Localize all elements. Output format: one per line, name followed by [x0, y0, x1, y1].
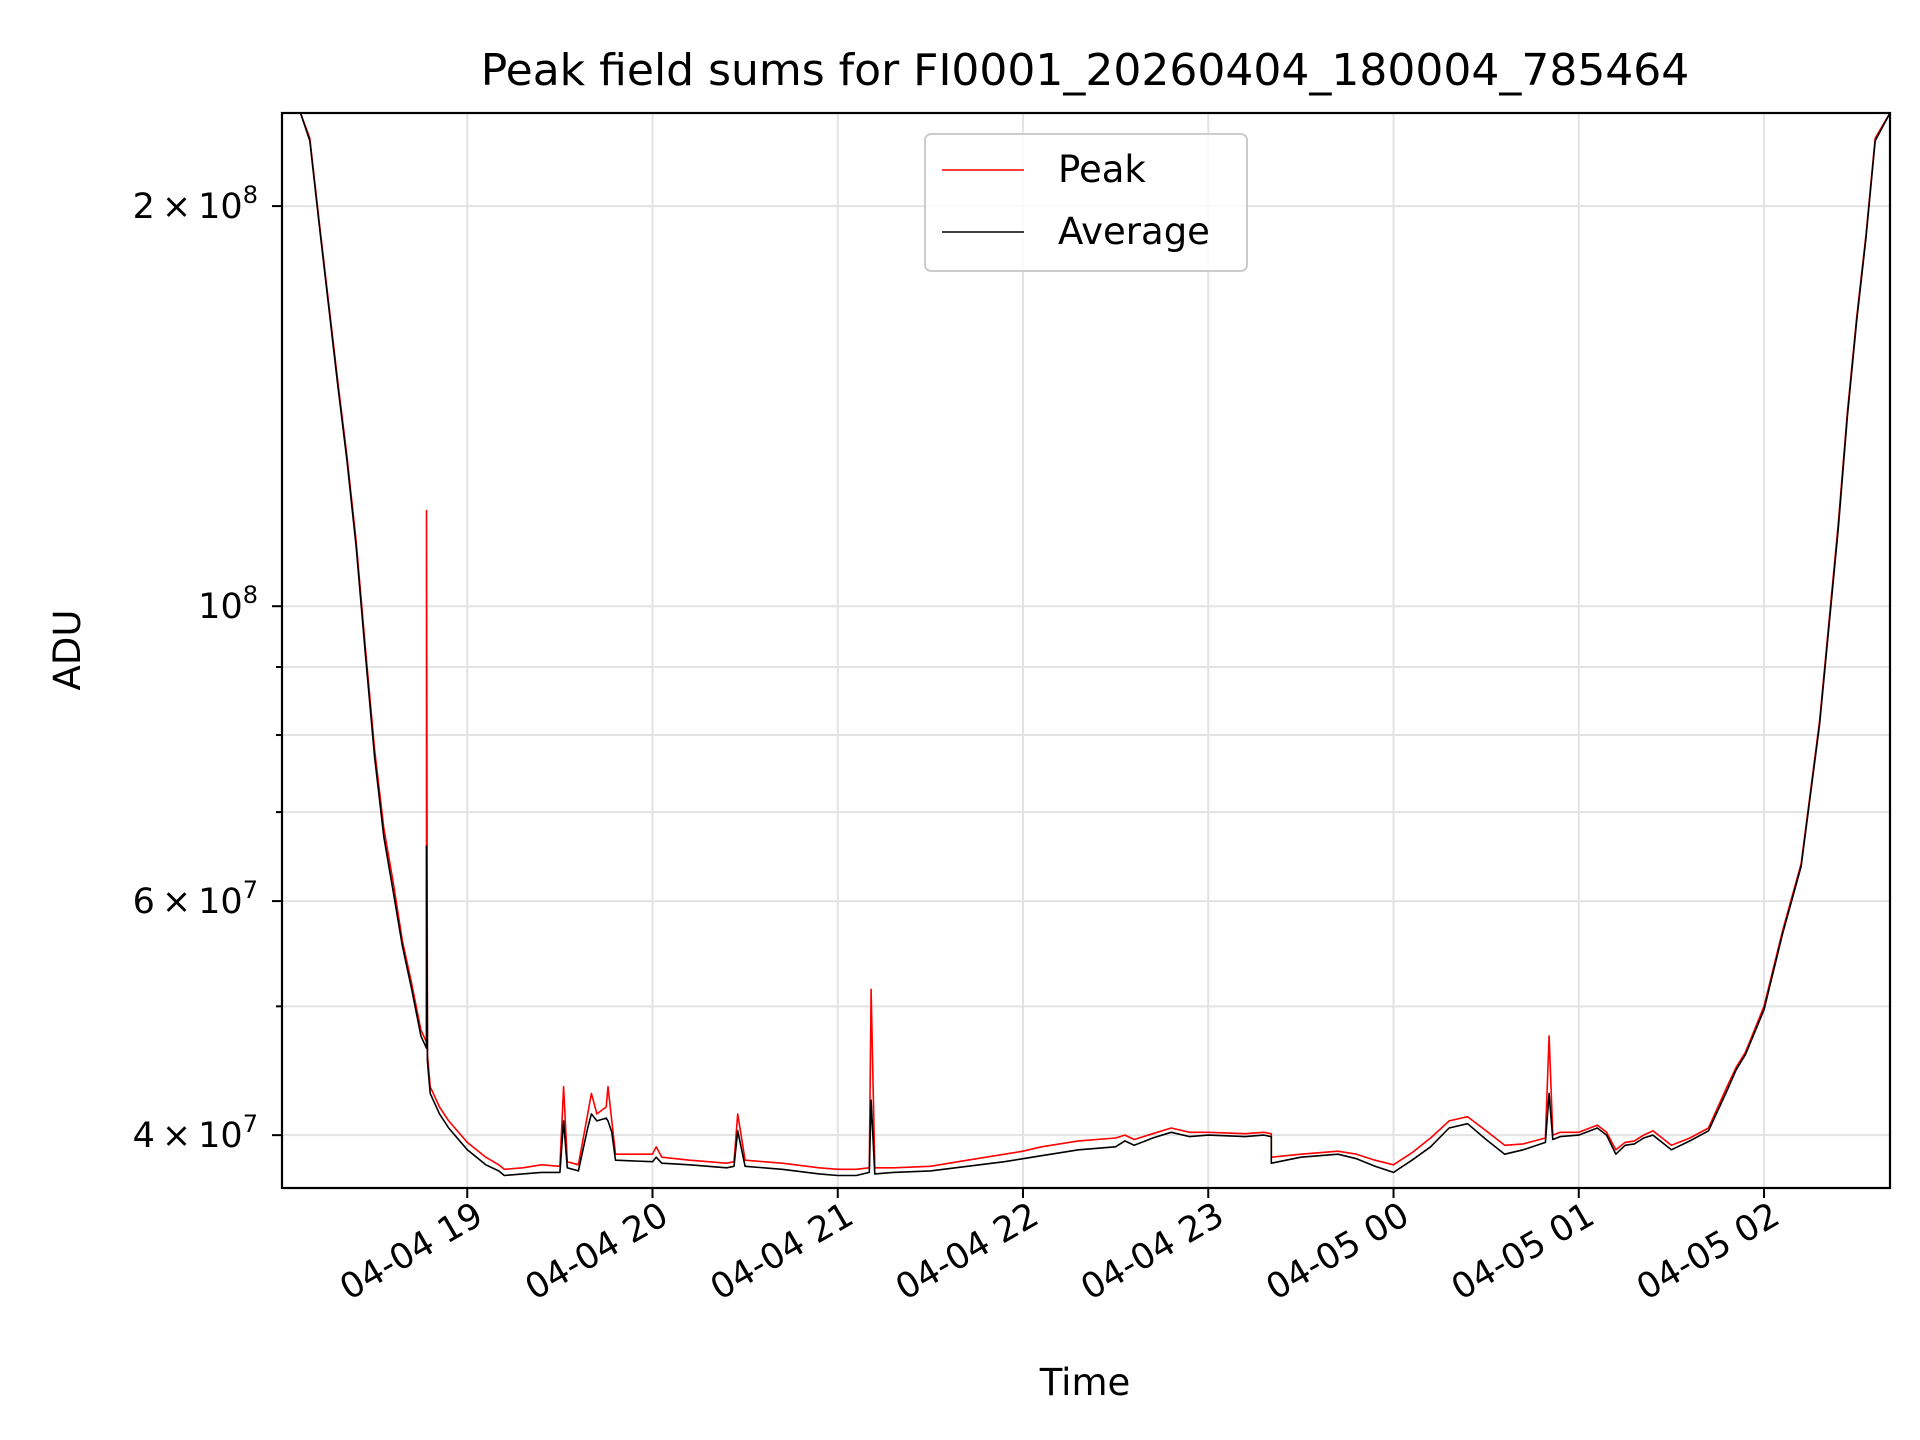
y-tick-label: 4 × 107 — [133, 1110, 258, 1156]
legend-peak-label: Peak — [1058, 148, 1146, 191]
legend: Peak Average — [924, 133, 1248, 272]
x-tick-label: 04-05 01 — [1445, 1195, 1601, 1308]
grid — [282, 113, 1890, 1188]
x-tick-label: 04-05 02 — [1630, 1195, 1786, 1308]
series-line-average — [282, 113, 1890, 1177]
x-tick-label: 04-05 00 — [1260, 1195, 1416, 1308]
x-tick-label: 04-04 22 — [889, 1195, 1045, 1308]
y-axis: 4 × 107 6 × 107 108 2 × 108 — [133, 181, 282, 1156]
plot-frame — [280, 111, 1892, 1190]
x-tick-label: 04-04 21 — [704, 1195, 860, 1308]
y-tick-label: 2 × 108 — [133, 181, 258, 227]
x-axis: 04-04 19 04-04 20 04-04 21 04-04 22 04-04 23… — [333, 1188, 1787, 1308]
x-tick-label: 04-04 20 — [519, 1195, 675, 1308]
series-lines — [282, 113, 1890, 1177]
legend-box — [924, 133, 1248, 272]
x-tick-label: 04-04 23 — [1074, 1195, 1230, 1308]
x-axis-label: Time — [1039, 1361, 1131, 1404]
legend-average-label: Average — [1058, 210, 1210, 253]
chart-title: Peak field sums for FI0001_20260404_1800… — [481, 45, 1690, 96]
y-axis-label: ADU — [46, 610, 89, 691]
y-tick-label: 6 × 107 — [133, 876, 258, 922]
y-tick-label: 108 — [198, 581, 258, 627]
x-tick-label: 04-04 19 — [333, 1195, 489, 1308]
